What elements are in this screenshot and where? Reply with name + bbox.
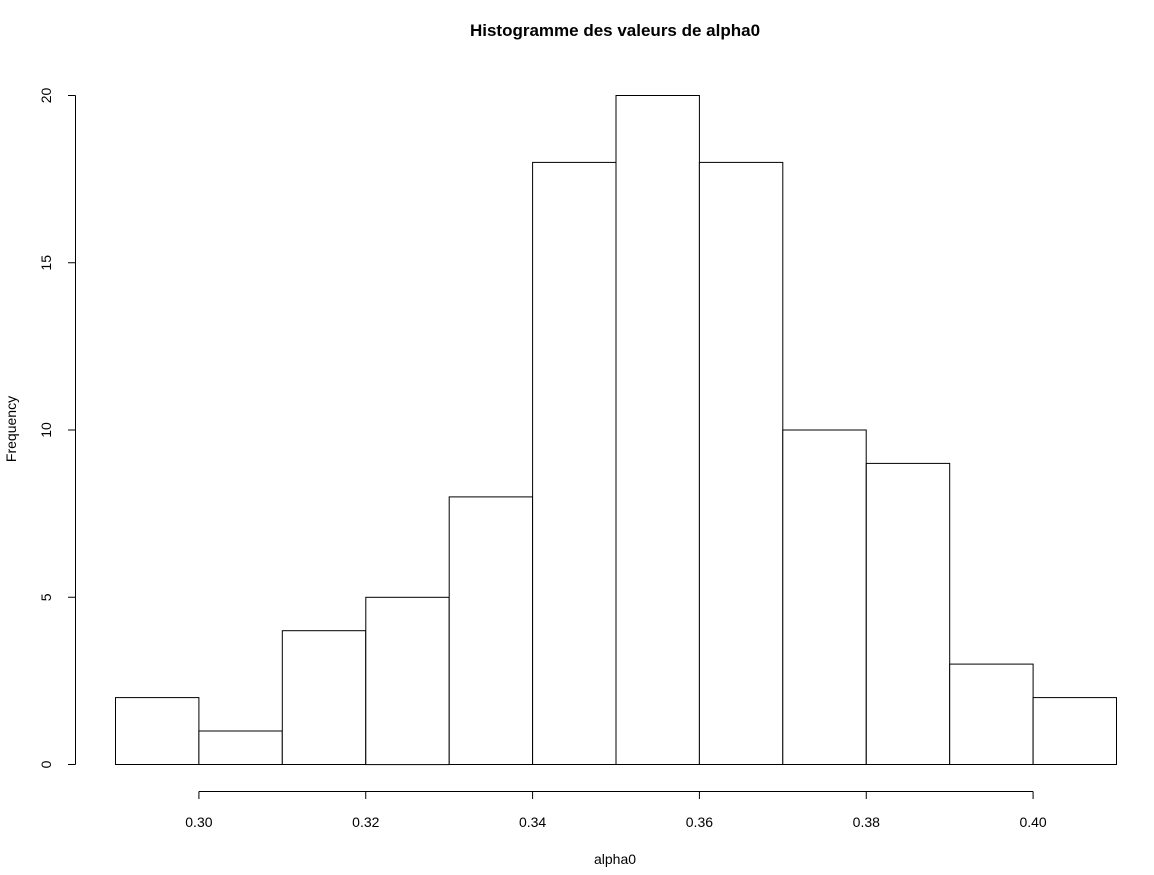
y-tick-label: 10 [38, 422, 54, 438]
y-axis: 0 5 10 15 20 [38, 88, 76, 768]
histogram-bar [198, 730, 283, 765]
histogram-bar [365, 596, 450, 766]
x-tick-label: 0.30 [185, 814, 212, 830]
histogram-bar [782, 429, 867, 765]
x-tick-label: 0.40 [1019, 814, 1046, 830]
x-tick-label: 0.32 [352, 814, 379, 830]
y-tick-label: 5 [38, 593, 54, 601]
histogram-bar [532, 161, 617, 765]
histogram-bar [1032, 697, 1117, 765]
y-tick-label: 0 [38, 760, 54, 768]
histogram-bar [865, 462, 951, 765]
chart-title: Histogramme des valeurs de alpha0 [470, 21, 760, 40]
y-tick-label: 15 [38, 255, 54, 271]
histogram-bar [281, 630, 367, 766]
x-tick-label: 0.38 [853, 814, 880, 830]
x-tick-label: 0.36 [686, 814, 713, 830]
y-tick-label: 20 [38, 88, 54, 104]
histogram-bar [615, 95, 700, 765]
x-tick-label: 0.34 [519, 814, 546, 830]
histogram-bar [115, 697, 200, 765]
x-axis-label: alpha0 [594, 851, 636, 867]
histogram-bar [698, 161, 784, 765]
x-axis: 0.30 0.32 0.34 0.36 0.38 0.40 [185, 791, 1047, 830]
bars-group [115, 95, 1117, 766]
histogram-bar [448, 496, 534, 765]
y-axis-label: Frequency [3, 396, 19, 462]
histogram-bar [949, 663, 1034, 765]
